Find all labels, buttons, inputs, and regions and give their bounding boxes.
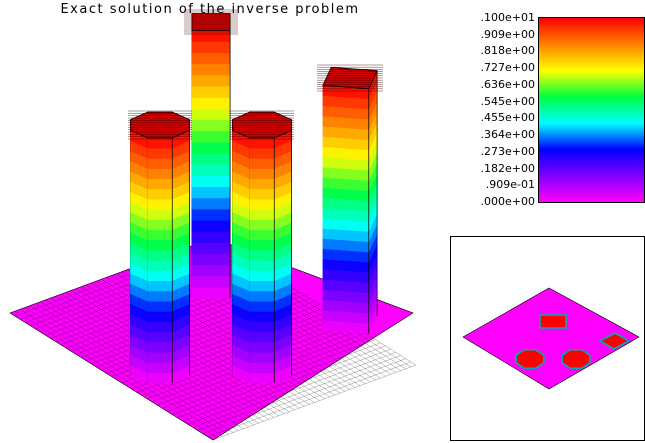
- inset-patch-front: [561, 348, 591, 370]
- colorbar-tick-label: .273e+00: [480, 144, 535, 158]
- inset-base-plane: [462, 287, 640, 390]
- colorbar-tick-label: .545e+00: [480, 94, 535, 108]
- colorbar-tick-label: .364e+00: [480, 128, 535, 142]
- colorbar-tick-label: .000e+00: [480, 195, 535, 208]
- surface-plot-3d: [9, 9, 417, 441]
- inset-patch-left: [515, 348, 545, 370]
- colorbar-tick-label: .909e-01: [485, 178, 535, 192]
- colorbar-tick-label: .182e+00: [480, 161, 535, 175]
- page-title: Exact solution of the inverse problem: [60, 2, 360, 17]
- colorbar-tick-label: .455e+00: [480, 111, 535, 125]
- column-right: [317, 64, 383, 334]
- colorbar-tick-label: .100e+01: [480, 11, 535, 24]
- column-front: [230, 110, 294, 384]
- top-view-inset: [450, 236, 645, 441]
- inset-patch-right: [598, 332, 631, 350]
- colorbar-tick-label: .909e+00: [480, 27, 535, 41]
- colorbar-tick-label: .818e+00: [480, 44, 535, 58]
- colorbar: [538, 17, 645, 203]
- inset-patch-back: [539, 314, 567, 329]
- column-left: [128, 110, 192, 384]
- column-back: [184, 9, 238, 299]
- colorbar-tick-label: .727e+00: [480, 61, 535, 75]
- colorbar-tick-label: .636e+00: [480, 77, 535, 91]
